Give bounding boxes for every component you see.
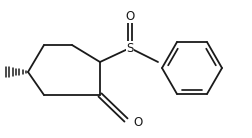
Text: O: O [125, 10, 135, 22]
Text: O: O [133, 116, 143, 128]
Text: S: S [126, 42, 134, 55]
